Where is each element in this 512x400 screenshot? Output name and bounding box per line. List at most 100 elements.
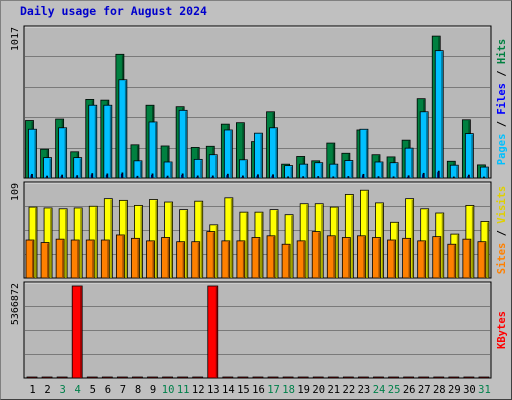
chart-title: Daily usage for August 2024 — [20, 4, 207, 18]
sites-bar-7-shade — [122, 235, 124, 278]
sites-bar-1-body — [25, 239, 35, 279]
pages-bar-29 — [452, 176, 455, 179]
pages-bar-4-shade — [75, 176, 78, 178]
pages-bar-1 — [30, 173, 33, 179]
sites-bar-18 — [281, 243, 291, 279]
kbytes-bar-22 — [342, 376, 354, 379]
sites-bar-2-body — [40, 242, 50, 279]
legend-pages: Pages — [496, 134, 508, 166]
kbytes-bar-22-body — [342, 376, 354, 379]
files-bar-29 — [449, 164, 459, 179]
files-bar-18-shade — [290, 166, 293, 178]
kbytes-bar-12 — [192, 376, 204, 379]
pages-bar-6-shade — [105, 174, 108, 178]
visits-bar-27-shade — [426, 209, 429, 278]
legend-files: Files — [496, 83, 508, 115]
hits-bar-15-shade — [242, 123, 244, 178]
pages-bar-30-shade — [467, 176, 469, 178]
sites-bar-25-body — [387, 239, 396, 279]
kbytes-bar-14 — [222, 376, 234, 379]
sites-bar-15-shade — [242, 241, 245, 278]
kbytes-bar-13-body — [207, 285, 219, 379]
sites-bar-16-body — [251, 237, 261, 279]
kbytes-bar-15-body — [237, 376, 249, 379]
pages-bar-9 — [151, 173, 154, 179]
sites-bar-1-shade — [32, 241, 34, 278]
kbytes-bar-17 — [267, 376, 279, 379]
kbytes-bar-17-body — [267, 376, 279, 379]
sites-bar-17 — [266, 235, 276, 279]
x-tick-label-30: 30 — [463, 384, 476, 396]
files-bar-21-shade — [335, 165, 338, 178]
kbytes-bar-18 — [282, 376, 294, 379]
visits-bar-4-shade — [80, 208, 82, 278]
kbytes-bar-29-body — [448, 376, 460, 379]
kbytes-bar-13 — [207, 285, 219, 379]
pages-bar-9-shade — [151, 174, 153, 178]
pages-bar-12 — [196, 175, 199, 179]
kbytes-bar-23 — [358, 376, 369, 379]
pages-bar-23-shade — [361, 175, 364, 178]
files-bar-2-shade — [49, 158, 52, 178]
files-bar-25-shade — [396, 163, 398, 178]
x-tick-label-22: 22 — [343, 384, 356, 396]
kbytes-bar-16-body — [252, 376, 264, 379]
visits-bar-31-shade — [486, 222, 489, 278]
files-bar-6 — [103, 104, 113, 179]
sites-bar-10 — [161, 237, 170, 279]
sites-bar-24-body — [372, 237, 381, 279]
sites-bar-17-shade — [273, 236, 275, 278]
x-tick-label-15: 15 — [237, 384, 250, 396]
visits-bar-15-shade — [245, 213, 248, 278]
legend-sep: / — [496, 115, 508, 134]
x-tick-label-21: 21 — [327, 384, 340, 396]
visits-bar-12-shade — [200, 202, 203, 278]
files-bar-5-shade — [94, 106, 97, 178]
sites-bar-29-body — [447, 243, 457, 279]
sites-bar-18-shade — [288, 245, 290, 278]
kbytes-bar-7-body — [116, 376, 128, 379]
pages-bar-10 — [166, 175, 169, 179]
kbytes-bar-6 — [101, 376, 113, 379]
kbytes-bar-19-body — [297, 376, 309, 379]
sites-bar-28-body — [432, 236, 442, 279]
x-tick-label-7: 7 — [120, 384, 126, 396]
legend-bot: KBytes — [496, 311, 508, 349]
files-bar-27-shade — [426, 112, 428, 178]
sites-bar-8 — [131, 237, 140, 279]
pages-bar-18 — [286, 176, 289, 179]
pages-bar-27 — [422, 172, 425, 179]
sites-bar-12 — [191, 241, 201, 279]
legend-sep: / — [496, 224, 508, 243]
files-bar-3 — [58, 127, 68, 179]
legend-mid: Sites / Visits — [496, 186, 508, 275]
files-bar-19-shade — [305, 165, 308, 178]
kbytes-bar-27-body — [418, 376, 430, 379]
files-bar-7-shade — [124, 80, 127, 178]
sites-bar-19 — [296, 240, 306, 279]
kbytes-bar-20 — [312, 376, 324, 379]
sites-bar-9 — [146, 240, 155, 279]
kbytes-bar-1-body — [26, 376, 38, 379]
sites-bar-8-shade — [137, 239, 139, 278]
sites-bar-3 — [55, 238, 65, 279]
files-bar-22 — [344, 160, 354, 179]
pages-bar-30 — [467, 174, 470, 179]
pages-bar-13 — [211, 175, 214, 179]
visits-bar-3-shade — [65, 209, 67, 278]
files-bar-16 — [254, 132, 263, 179]
visits-bar-28-shade — [441, 214, 444, 278]
files-bar-8 — [133, 160, 143, 179]
files-bar-31-shade — [486, 168, 488, 178]
sites-bar-2-shade — [47, 243, 49, 278]
visits-bar-2-shade — [50, 208, 52, 278]
x-tick-label-2: 2 — [44, 384, 50, 396]
pages-bar-4 — [75, 175, 79, 179]
files-bar-20-shade — [320, 163, 323, 178]
visits-bar-20-shade — [321, 204, 323, 278]
kbytes-bar-30-body — [463, 376, 475, 379]
pages-bar-15-shade — [241, 176, 243, 178]
x-tick-label-29: 29 — [448, 384, 461, 396]
files-bar-8-shade — [139, 161, 142, 178]
files-bar-24 — [374, 161, 384, 179]
